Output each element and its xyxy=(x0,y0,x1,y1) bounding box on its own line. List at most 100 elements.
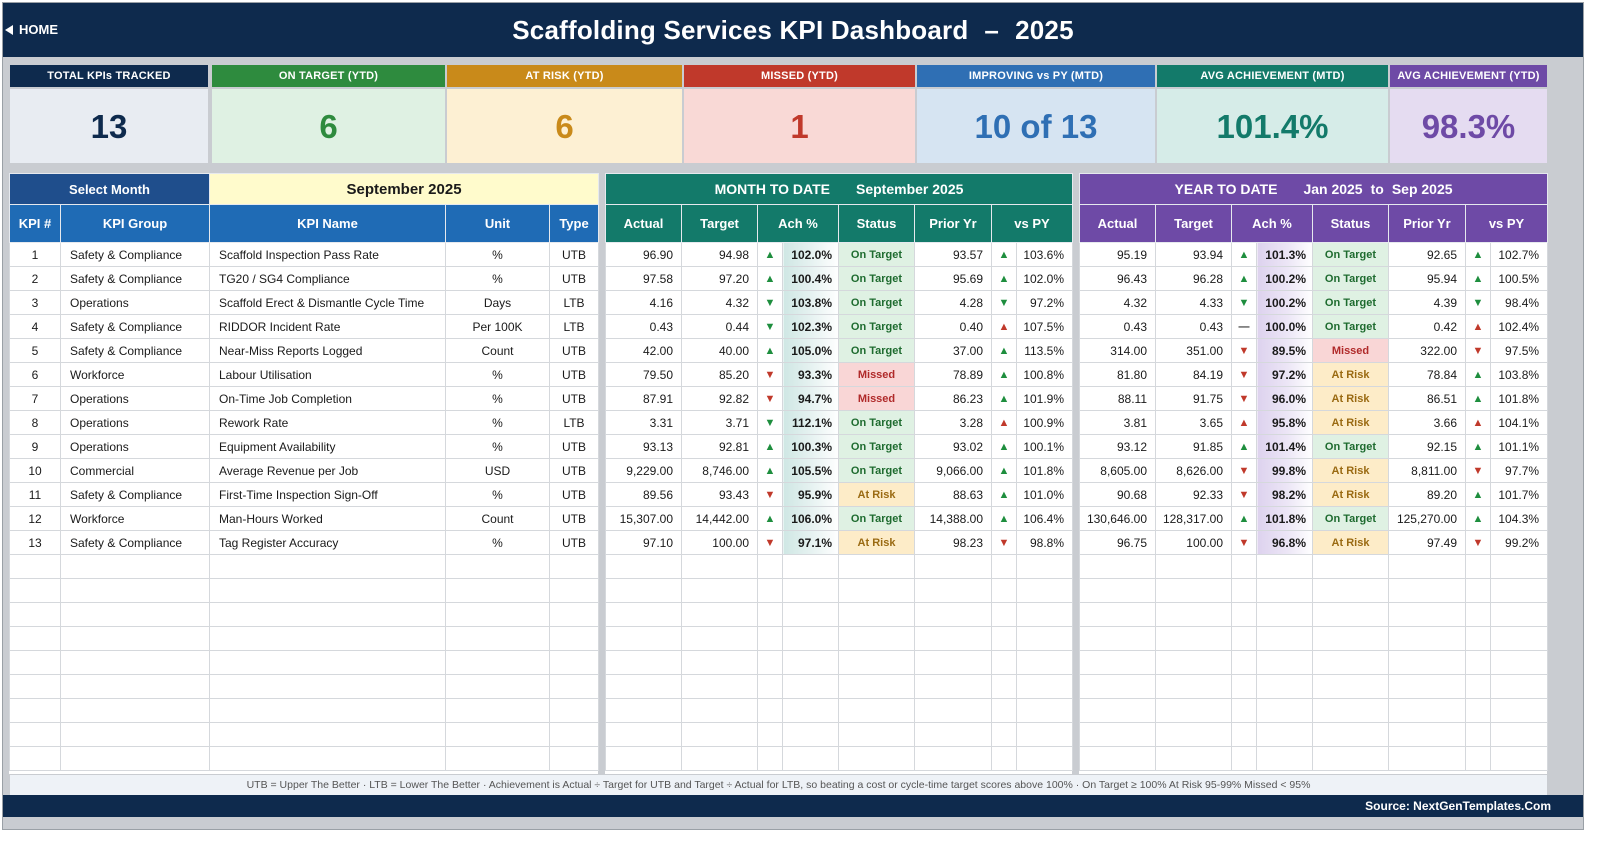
actual-value: 3.31 xyxy=(605,410,682,435)
table-row[interactable]: 12 Workforce Man-Hours Worked Count UTB xyxy=(9,506,600,531)
table-row[interactable]: 96.90 94.98 ▲ 102.0% On Target 93.57 ▲ 103.6% xyxy=(605,242,1074,267)
table-row[interactable]: 95.19 93.94 ▲ 101.3% On Target 92.65 ▲ 102.7% xyxy=(1079,242,1549,267)
table-row[interactable]: 81.80 84.19 ▼ 97.2% At Risk 78.84 ▲ 103.8% xyxy=(1079,362,1549,387)
table-row[interactable]: 93.13 92.81 ▲ 100.3% On Target 93.02 ▲ 100.1% xyxy=(605,434,1074,459)
achievement-value: 99.8% xyxy=(1256,458,1313,483)
table-row[interactable]: 87.91 92.82 ▼ 94.7% Missed 86.23 ▲ 101.9% xyxy=(605,386,1074,411)
empty-row xyxy=(9,626,600,651)
table-row[interactable]: 0.43 0.44 ▼ 102.3% On Target 0.40 ▲ 107.5% xyxy=(605,314,1074,339)
table-row[interactable]: 10 Commercial Average Revenue per Job USD UT… xyxy=(9,458,600,483)
table-row[interactable]: 90.68 92.33 ▼ 98.2% At Risk 89.20 ▲ 101.7% xyxy=(1079,482,1549,507)
table-row[interactable]: 2 Safety & Compliance TG20 / SG4 Complianc… xyxy=(9,266,600,291)
trend-arrow-icon: ▲ xyxy=(1465,434,1491,459)
achievement-value: 101.8% xyxy=(1256,506,1313,531)
kpi-card-value: 98.3% xyxy=(1390,89,1547,163)
table-row[interactable]: 6 Workforce Labour Utilisation% UTB xyxy=(9,362,600,387)
column-header: Prior Yr xyxy=(914,204,992,243)
table-row[interactable]: 8,605.00 8,626.00 ▼ 99.8% At Risk 8,811.00 ▼ 97… xyxy=(1079,458,1549,483)
table-row[interactable]: 96.75 100.00 ▼ 96.8% At Risk 97.49 ▼ 99.2% xyxy=(1079,530,1549,555)
empty-cell xyxy=(991,626,1017,651)
kpi-group: Safety & Compliance xyxy=(60,530,210,555)
table-row[interactable]: 314.00 351.00 ▼ 89.5% Missed 322.00 ▼ 97.5% xyxy=(1079,338,1549,363)
trend-arrow-icon: ▲ xyxy=(1231,410,1257,435)
table-row[interactable]: 79.50 85.20 ▼ 93.3% Missed 78.89 ▲ 100.8% xyxy=(605,362,1074,387)
empty-cell xyxy=(60,578,210,603)
kpi-list-table: Select Month September 2025 KPI # KPI Gro… xyxy=(9,173,600,771)
table-row[interactable]: 97.10 100.00 ▼ 97.1% At Risk 98.23 ▼ 98.8% xyxy=(605,530,1074,555)
table-row[interactable]: 4.16 4.32 ▼ 103.8% On Target 4.28 ▼ 97.2% xyxy=(605,290,1074,315)
empty-cell xyxy=(605,698,682,723)
table-row[interactable]: 3.31 3.71 ▼ 112.1% On Target 3.28 ▲ 100.9% xyxy=(605,410,1074,435)
trend-arrow-icon: ▼ xyxy=(757,482,783,507)
table-row[interactable]: 8 Operations Rework Rate% LTB xyxy=(9,410,600,435)
table-row[interactable]: 3 Operations Scaffold Erect & Dismantle Cy… xyxy=(9,290,600,315)
empty-cell xyxy=(9,602,61,627)
table-row[interactable]: 9 Operations Equipment Availability% UTB xyxy=(9,434,600,459)
table-row[interactable]: 3.81 3.65 ▲ 95.8% At Risk 3.66 ▲ 104.1% xyxy=(1079,410,1549,435)
trend-arrow-icon: ▼ xyxy=(1231,362,1257,387)
table-row[interactable]: 9,229.00 8,746.00 ▲ 105.5% On Target 9,066.00… xyxy=(605,458,1074,483)
achievement-value: 96.0% xyxy=(1256,386,1313,411)
table-row[interactable]: 4 Safety & Compliance RIDDOR Incident Rate… xyxy=(9,314,600,339)
trend-arrow-icon: ▲ xyxy=(991,434,1017,459)
home-button[interactable]: HOME xyxy=(5,22,58,37)
status-badge: At Risk xyxy=(1312,482,1389,507)
trend-arrow-icon: ▲ xyxy=(991,506,1017,531)
table-row[interactable]: 7 Operations On-Time Job Completion% UTB xyxy=(9,386,600,411)
achievement-value: 100.0% xyxy=(1256,314,1313,339)
source-link[interactable]: Source: NextGenTemplates.Com xyxy=(1365,799,1551,813)
table-row[interactable]: 11 Safety & Compliance First-Time Inspecti… xyxy=(9,482,600,507)
column-header: KPI Name xyxy=(209,204,446,243)
table-row[interactable]: 15,307.00 14,442.00 ▲ 106.0% On Target 14,388… xyxy=(605,506,1074,531)
empty-cell xyxy=(209,554,446,579)
table-row[interactable]: 1 Safety & Compliance Scaffold Inspection … xyxy=(9,242,600,267)
empty-row xyxy=(605,698,1074,723)
target-value: 8,746.00 xyxy=(681,458,758,483)
status-badge: Missed xyxy=(838,362,915,387)
table-row[interactable]: 96.43 96.28 ▲ 100.2% On Target 95.94 ▲ 100.5% xyxy=(1079,266,1549,291)
empty-row xyxy=(605,746,1074,771)
empty-row xyxy=(605,722,1074,747)
kpi-card: MISSED (YTD) 1 xyxy=(684,65,915,163)
table-row[interactable]: 88.11 91.75 ▼ 96.0% At Risk 86.51 ▲ 101.8% xyxy=(1079,386,1549,411)
vs-py-value: 100.9% xyxy=(1015,410,1074,435)
kpi-group: Commercial xyxy=(60,458,210,483)
vs-py-value: 106.4% xyxy=(1015,506,1074,531)
empty-cell xyxy=(914,698,992,723)
target-value: 91.75 xyxy=(1155,386,1232,411)
table-row[interactable]: 5 Safety & Compliance Near-Miss Reports Lo… xyxy=(9,338,600,363)
vs-py-value: 101.7% xyxy=(1489,482,1549,507)
empty-cell xyxy=(991,578,1017,603)
empty-row xyxy=(1079,650,1549,675)
empty-cell xyxy=(605,554,682,579)
column-header: Actual xyxy=(1079,204,1156,243)
empty-cell xyxy=(9,554,61,579)
trend-arrow-icon: ▲ xyxy=(757,266,783,291)
prior-year-value: 97.49 xyxy=(1388,530,1466,555)
achievement-value: 105.0% xyxy=(782,338,839,363)
actual-value: 87.91 xyxy=(605,386,682,411)
ytd-panel: YEAR TO DATE Jan 2025 to Sep 2025 Actual Tar… xyxy=(1078,173,1549,774)
empty-row xyxy=(1079,554,1549,579)
empty-cell xyxy=(1489,746,1549,771)
table-row[interactable]: 42.00 40.00 ▲ 105.0% On Target 37.00 ▲ 113.5% xyxy=(605,338,1074,363)
empty-cell xyxy=(60,698,210,723)
table-row[interactable]: 13 Safety & Compliance Tag Register Accura… xyxy=(9,530,600,555)
target-value: 97.20 xyxy=(681,266,758,291)
table-row[interactable]: 4.32 4.33 ▼ 100.2% On Target 4.39 ▼ 98.4% xyxy=(1079,290,1549,315)
empty-cell xyxy=(991,722,1017,747)
kpi-number: 11 xyxy=(9,482,61,507)
table-row[interactable]: 97.58 97.20 ▲ 100.4% On Target 95.69 ▲ 102.0% xyxy=(605,266,1074,291)
select-month-dropdown[interactable]: September 2025 xyxy=(208,173,600,205)
kpi-number: 1 xyxy=(9,242,61,267)
empty-cell xyxy=(605,674,682,699)
vs-py-value: 99.2% xyxy=(1489,530,1549,555)
table-row[interactable]: 89.56 93.43 ▼ 95.9% At Risk 88.63 ▲ 101.0% xyxy=(605,482,1074,507)
empty-cell xyxy=(1489,674,1549,699)
table-row[interactable]: 0.43 0.43—100.0% On Target 0.42 ▲ 102.4% xyxy=(1079,314,1549,339)
table-row[interactable]: 130,646.00 128,317.00 ▲ 101.8% On Target 125,… xyxy=(1079,506,1549,531)
empty-cell xyxy=(548,578,600,603)
table-row[interactable]: 93.12 91.85 ▲ 101.4% On Target 92.15 ▲ 101.1% xyxy=(1079,434,1549,459)
trend-arrow-icon: ▼ xyxy=(757,314,783,339)
empty-cell xyxy=(991,698,1017,723)
